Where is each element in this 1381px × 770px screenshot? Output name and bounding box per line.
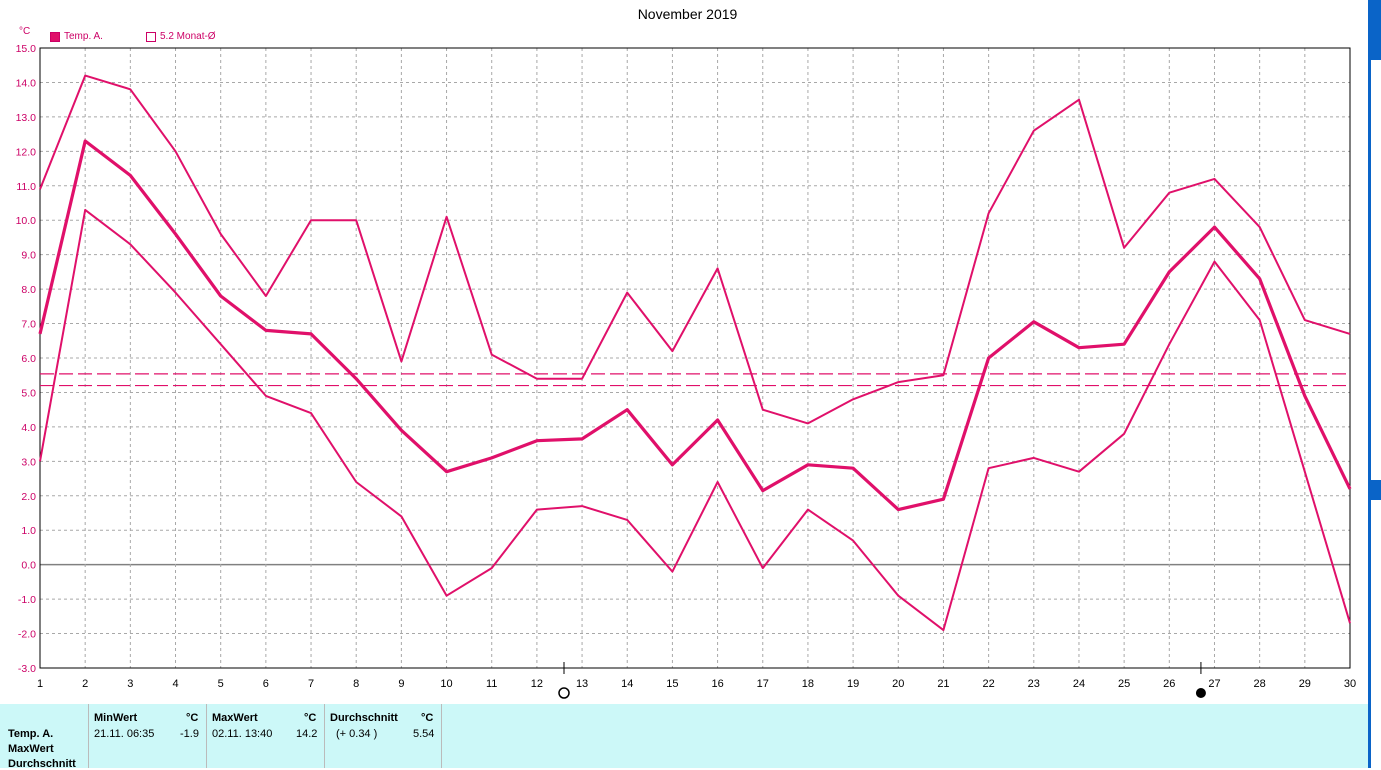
legend-item-monthly-mean: 5.2 Monat-Ø	[146, 31, 216, 42]
legend-item-temp: Temp. A.	[50, 31, 103, 42]
x-tick-label: 1	[37, 678, 43, 690]
x-tick-label: 14	[621, 678, 633, 690]
x-tick-label: 4	[172, 678, 178, 690]
y-tick-label: 10.0	[16, 215, 37, 227]
series-line-min	[39, 208, 1351, 632]
full-moon-icon	[558, 687, 570, 699]
x-tick-label: 22	[982, 678, 994, 690]
avg-header: Durchschnitt	[330, 712, 398, 724]
stats-avg-column: Durchschnitt °C (+ 0.34 ) 5.54	[324, 704, 442, 768]
x-tick-label: 19	[847, 678, 859, 690]
window-edge	[1368, 0, 1381, 768]
max-header: MaxWert	[212, 712, 258, 724]
x-tick-label: 5	[218, 678, 224, 690]
y-tick-label: 7.0	[21, 319, 36, 331]
x-tick-label: 12	[531, 678, 543, 690]
legend-label-temp: Temp. A.	[64, 31, 103, 42]
x-tick-label: 27	[1208, 678, 1220, 690]
x-tick-label: 18	[802, 678, 814, 690]
x-tick-label: 16	[711, 678, 723, 690]
x-tick-label: 21	[937, 678, 949, 690]
avg-unit: °C	[421, 712, 434, 724]
y-tick-label: 6.0	[21, 353, 36, 365]
x-tick-label: 8	[353, 678, 359, 690]
x-tick-label: 10	[440, 678, 452, 690]
max-value: 14.2	[296, 728, 318, 740]
avg-value: 5.54	[413, 728, 435, 740]
min-unit: °C	[186, 712, 199, 724]
avg-delta: (+ 0.34 )	[336, 728, 378, 740]
y-tick-label: 14.0	[16, 77, 37, 89]
max-timestamp: 02.11. 13:40	[212, 728, 273, 740]
legend-label-monthly-mean: 5.2 Monat-Ø	[160, 31, 216, 42]
y-tick-label: 13.0	[16, 112, 37, 124]
x-tick-label: 6	[263, 678, 269, 690]
y-tick-label: 12.0	[16, 146, 37, 158]
min-value: -1.9	[180, 728, 199, 740]
x-tick-label: 20	[892, 678, 904, 690]
y-tick-label: 4.0	[21, 422, 36, 434]
y-tick-label: 5.0	[21, 387, 36, 399]
x-tick-label: 11	[486, 678, 497, 690]
x-tick-label: 23	[1028, 678, 1040, 690]
row-label-avg: Durchschnitt	[8, 758, 76, 770]
series-line-mean	[38, 139, 1352, 512]
x-tick-label: 26	[1163, 678, 1175, 690]
x-tick-label: 7	[308, 678, 314, 690]
y-unit-label: °C	[19, 26, 31, 37]
new-moon-icon	[1195, 688, 1206, 698]
y-tick-label: 11.0	[16, 181, 36, 193]
y-tick-label: 0.0	[21, 560, 36, 572]
series-line-max	[39, 74, 1351, 425]
max-unit: °C	[304, 712, 317, 724]
stats-row-labels: Temp. A. MaxWert Durchschnitt	[0, 704, 89, 770]
line-chart: 15.014.013.012.011.010.09.08.07.06.05.04…	[16, 43, 1356, 699]
min-timestamp: 21.11. 06:35	[94, 728, 155, 740]
x-tick-label: 24	[1073, 678, 1085, 690]
x-tick-label: 29	[1299, 678, 1311, 690]
y-tick-label: 3.0	[21, 456, 36, 468]
x-tick-label: 30	[1344, 678, 1356, 690]
y-tick-label: -2.0	[18, 629, 36, 641]
min-header: MinWert	[94, 712, 138, 724]
legend-swatch-filled	[50, 31, 60, 42]
y-tick-label: 8.0	[21, 284, 36, 296]
stats-min-column: MinWert °C 21.11. 06:35 -1.9	[88, 704, 207, 768]
y-tick-label: 9.0	[21, 250, 36, 262]
y-tick-label: -3.0	[18, 663, 36, 675]
row-label-temp: Temp. A.	[8, 728, 54, 740]
y-tick-label: 1.0	[21, 525, 36, 537]
x-tick-label: 25	[1118, 678, 1130, 690]
x-tick-label: 28	[1254, 678, 1266, 690]
y-tick-label: 2.0	[21, 491, 36, 503]
y-tick-label: -1.0	[18, 594, 36, 606]
stats-max-column: MaxWert °C 02.11. 13:40 14.2	[206, 704, 325, 768]
x-tick-label: 2	[82, 678, 88, 690]
legend-swatch-empty	[146, 31, 156, 42]
x-tick-label: 3	[127, 678, 133, 690]
y-tick-label: 15.0	[16, 43, 37, 55]
stats-panel: Temp. A. MaxWert Durchschnitt MinWert °C…	[0, 704, 1368, 770]
x-tick-label: 15	[666, 678, 678, 690]
x-tick-label: 13	[576, 678, 588, 690]
row-label-max: MaxWert	[8, 743, 54, 755]
chart-title: November 2019	[637, 6, 738, 22]
plot-frame	[39, 47, 1351, 669]
x-tick-label: 17	[757, 678, 769, 690]
x-tick-label: 9	[398, 678, 404, 690]
